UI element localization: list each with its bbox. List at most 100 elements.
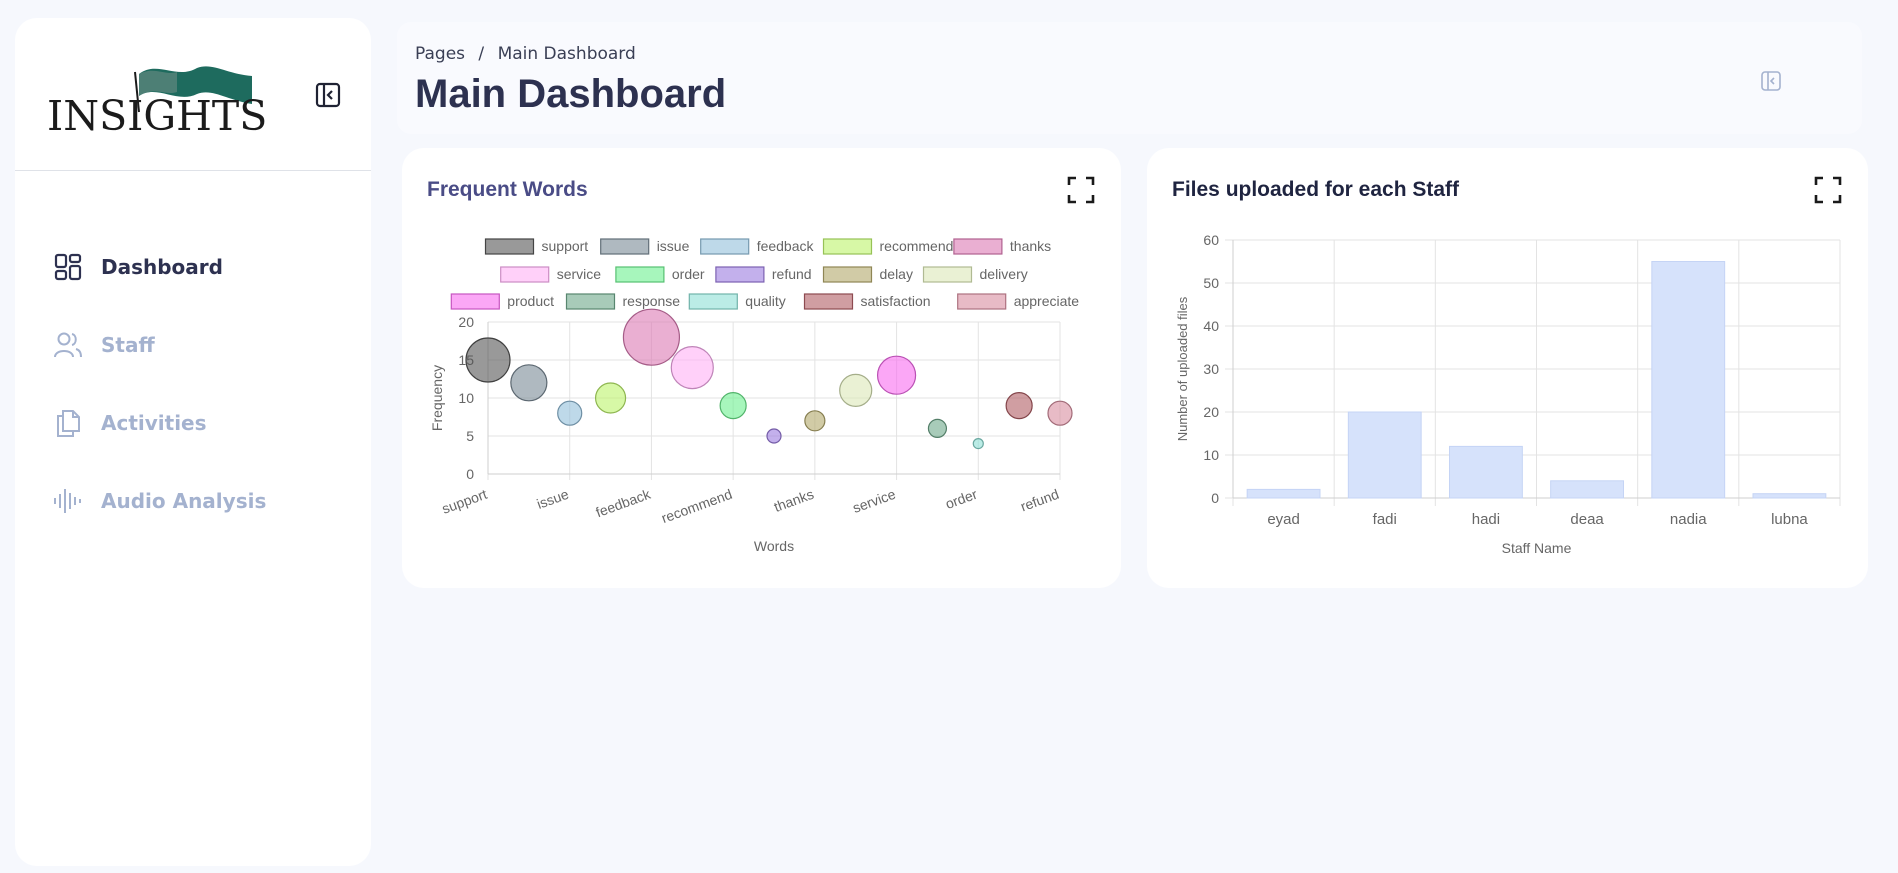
bubble-order (719, 392, 747, 420)
fullscreen-icon (1814, 176, 1842, 204)
legend-swatch (500, 266, 550, 283)
y-tick-label: 10 (1203, 447, 1219, 463)
sidebar-item-dashboard[interactable]: Dashboard (15, 228, 371, 306)
legend-label: recommend (880, 238, 954, 254)
frequent-words-bubble-chart: support issue feedback recommend thanks servi… (429, 238, 1079, 554)
y-tick-label: 20 (458, 314, 474, 330)
collapse-left-icon (315, 82, 341, 108)
legend-item: satisfaction (803, 293, 931, 310)
legend-swatch (688, 293, 738, 310)
bubble-issue (510, 364, 548, 402)
bubble-refund (766, 428, 782, 444)
sidebar-item-audio-analysis[interactable]: Audio Analysis (15, 462, 371, 540)
legend-item: order (615, 266, 705, 283)
legend-label: thanks (1010, 238, 1051, 254)
bar-hadi (1448, 445, 1523, 499)
bubble-delay (804, 410, 826, 432)
y-tick-label: 5 (466, 428, 474, 444)
legend-item: support (484, 238, 588, 255)
sidebar-collapse-button[interactable] (313, 80, 343, 110)
bubble-satisfaction (1005, 392, 1033, 420)
legend-label: order (672, 266, 705, 282)
legend-item: response (565, 293, 681, 310)
logo-text: INSIGHTS (47, 92, 268, 140)
legend-swatch (957, 293, 1007, 310)
legend-label: quality (745, 293, 785, 309)
legend-item: quality (688, 293, 786, 310)
legend-label: response (623, 293, 681, 309)
legend-item: feedback (700, 238, 815, 255)
x-tick-label: hadi (1472, 511, 1500, 528)
legend-label: refund (772, 266, 812, 282)
logo-flag-icon (134, 66, 252, 113)
sidebar-item-label: Dashboard (101, 255, 223, 279)
legend-swatch (700, 238, 750, 255)
y-tick-label: 40 (1203, 318, 1219, 334)
x-tick-label: thanks (772, 486, 816, 515)
bubble-response (927, 418, 948, 438)
bubble-feedback (557, 400, 583, 426)
bubble-appreciate (1047, 400, 1073, 426)
y-tick-label: 60 (1203, 232, 1219, 248)
legend-item: thanks (953, 238, 1051, 255)
bubble-recommend (594, 382, 627, 414)
x-tick-label: refund (1018, 486, 1061, 515)
legend-swatch (953, 238, 1003, 255)
legend-item: appreciate (957, 293, 1079, 310)
legend-swatch (484, 238, 535, 255)
breadcrumb-root-link[interactable]: Pages (415, 44, 466, 64)
x-tick-label: eyad (1267, 511, 1300, 528)
bar-deaa (1550, 480, 1625, 499)
breadcrumb-separator: / (478, 44, 485, 64)
y-tick-label: 50 (1203, 275, 1219, 291)
breadcrumb: Pages / Main Dashboard (415, 44, 644, 64)
expand-button[interactable] (1814, 176, 1842, 204)
legend-swatch (615, 266, 665, 283)
legend-label: service (557, 266, 602, 282)
bar-lubna (1752, 493, 1827, 499)
logo-area: INSIGHTS (15, 18, 371, 171)
expand-button[interactable] (1067, 176, 1095, 204)
legend-item: service (500, 266, 602, 283)
sidebar-item-activities[interactable]: Activities (15, 384, 371, 462)
x-tick-label: feedback (594, 485, 654, 520)
legend-label: product (507, 293, 554, 309)
header-sidebar-toggle-button[interactable] (1760, 70, 1784, 94)
x-tick-label: fadi (1373, 511, 1397, 528)
legend-label: delivery (980, 266, 1028, 282)
page-title: Main Dashboard (415, 72, 727, 116)
audio-wave-icon (53, 486, 83, 516)
y-tick-label: 0 (1211, 490, 1219, 506)
card-title: Files uploaded for each Staff (1172, 178, 1460, 201)
sidebar-item-staff[interactable]: Staff (15, 306, 371, 384)
bubble-service (670, 346, 714, 390)
legend-item: delivery (922, 266, 1028, 283)
legend-swatch (822, 266, 873, 283)
legend-label: issue (657, 238, 690, 254)
sidebar-item-label: Audio Analysis (101, 489, 267, 513)
bubble-quality (972, 438, 984, 450)
x-tick-label: order (943, 486, 980, 512)
x-tick-label: service (850, 486, 897, 516)
sidebar-item-label: Activities (101, 411, 207, 435)
y-axis-title: Number of uploaded files (1175, 296, 1190, 441)
files-uploaded-bar-chart: 0 10 20 30 40 50 60 eyad fadi hadi deaa nadia lubna S… (1175, 232, 1841, 556)
legend-swatch (600, 238, 650, 255)
legend-swatch (565, 293, 616, 310)
insights-logo: INSIGHTS (47, 54, 267, 154)
users-icon (53, 330, 83, 360)
bar-nadia (1651, 261, 1726, 499)
files-uploaded-card: Files uploaded for each Staff 0 10 20 30 40 5… (1147, 148, 1868, 588)
y-tick-label: 0 (466, 466, 474, 482)
legend-swatch (922, 266, 973, 283)
legend-swatch (803, 293, 854, 310)
legend-item: product (450, 293, 554, 310)
bubble-thanks (622, 308, 681, 366)
dashboard-icon (53, 252, 83, 282)
bubble-support (465, 337, 511, 383)
x-tick-label: deaa (1570, 511, 1604, 528)
x-tick-label: lubna (1771, 511, 1808, 528)
y-axis-title: Frequency (429, 365, 445, 431)
legend-item: recommend (822, 238, 954, 255)
bar-eyad (1246, 488, 1321, 499)
